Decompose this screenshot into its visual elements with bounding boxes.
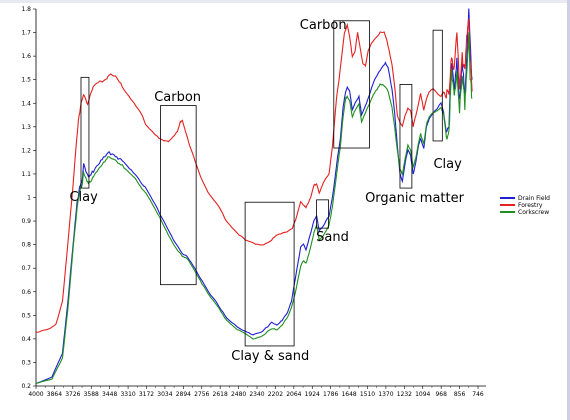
annotation-label: Clay: [433, 157, 462, 172]
y-tick-label: 0.2: [21, 383, 31, 390]
x-tick-label: 968: [435, 391, 447, 398]
x-tick-label: 1232: [397, 391, 412, 398]
y-tick-label: 0.8: [21, 242, 31, 249]
y-tick-label: 1.7: [21, 30, 31, 37]
annotation-box: [399, 84, 413, 189]
annotation-box: [80, 76, 90, 189]
x-tick-label: 2202: [268, 391, 283, 398]
annotation-label: Sand: [316, 230, 349, 245]
x-tick-label: 2618: [213, 391, 228, 398]
annotation-box: [316, 199, 329, 229]
x-tick-label: 1370: [378, 391, 393, 398]
x-tick-label: 3448: [102, 391, 117, 398]
legend-label: Forestry: [518, 202, 543, 209]
series-line-drain-field: [35, 8, 473, 385]
y-tick-label: 1.4: [21, 100, 31, 107]
annotation-label: Carbon: [154, 90, 201, 105]
series-line-corkscrew: [35, 32, 473, 384]
annotation-box: [160, 105, 197, 286]
x-tick-label: 856: [454, 391, 466, 398]
y-tick-label: 0.5: [21, 312, 31, 319]
y-tick-label: 1.5: [21, 77, 31, 84]
legend-label: Corkscrew: [518, 209, 549, 216]
x-tick-label: 4000: [28, 391, 43, 398]
series-line-forestry: [35, 18, 473, 334]
x-tick-label: 3172: [139, 391, 154, 398]
y-tick-label: 0.3: [21, 359, 31, 366]
annotation-label: Carbon: [300, 18, 347, 33]
y-tick-label: 1: [27, 195, 31, 202]
x-tick-label: 2894: [176, 391, 191, 398]
right-border: [567, 0, 570, 420]
x-tick-label: 2064: [286, 391, 301, 398]
x-tick-label: 746: [472, 391, 484, 398]
x-tick-label: 3588: [84, 391, 99, 398]
x-tick-label: 1510: [360, 391, 375, 398]
y-tick-label: 0.4: [21, 336, 31, 343]
x-tick-label: 1094: [415, 391, 430, 398]
annotation-label: Clay: [69, 190, 98, 205]
y-tick-label: 1.8: [21, 6, 31, 13]
top-border: [0, 0, 570, 3]
y-tick-label: 1.3: [21, 124, 31, 131]
x-tick-label: 1648: [341, 391, 356, 398]
x-tick-label: 2340: [249, 391, 264, 398]
y-tick-label: 1.2: [21, 147, 31, 154]
annotation-label: Clay & sand: [231, 349, 309, 364]
y-tick-label: 1.6: [21, 53, 31, 60]
y-tick-label: 0.6: [21, 289, 31, 296]
x-tick-label: 3034: [157, 391, 172, 398]
x-tick-label: 1786: [323, 391, 338, 398]
x-tick-label: 3726: [65, 391, 80, 398]
y-tick-label: 1.1: [21, 171, 31, 178]
y-tick-label: 0.7: [21, 265, 31, 272]
annotation-box: [244, 201, 295, 347]
x-tick-label: 2480: [231, 391, 246, 398]
y-tick-label: 0.9: [21, 218, 31, 225]
annotation-box: [432, 29, 443, 142]
x-tick-label: 1924: [305, 391, 320, 398]
annotation-label: Organic matter: [365, 191, 465, 206]
x-tick-label: 3864: [47, 391, 62, 398]
x-tick-label: 2756: [194, 391, 209, 398]
legend-label: Drain Field: [518, 195, 550, 202]
x-tick-label: 3310: [120, 391, 135, 398]
annotation-box: [333, 20, 370, 149]
